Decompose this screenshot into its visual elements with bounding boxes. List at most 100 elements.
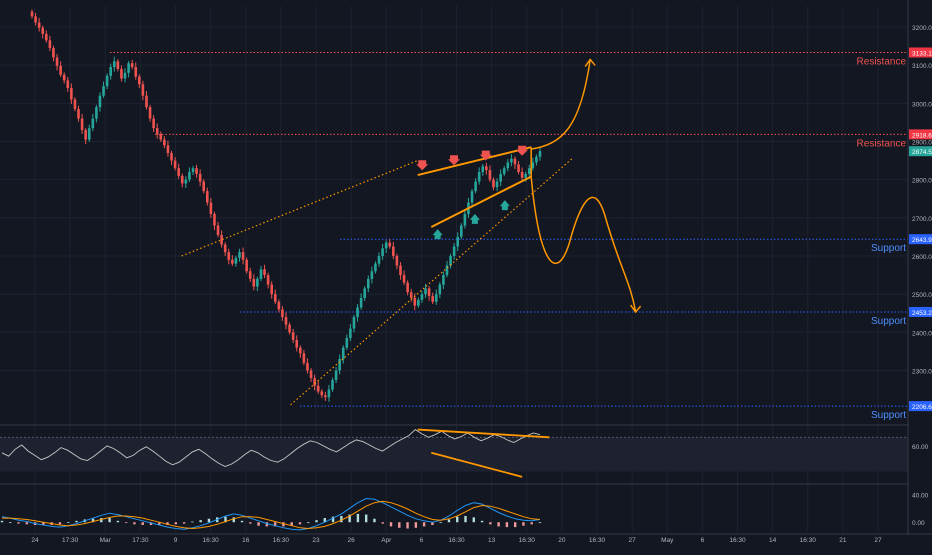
candle-down[interactable] xyxy=(163,139,166,146)
candle-down[interactable] xyxy=(263,269,266,276)
candle-down[interactable] xyxy=(45,33,48,41)
candle-up[interactable] xyxy=(531,162,535,169)
candle-up[interactable] xyxy=(95,107,98,119)
candle-down[interactable] xyxy=(41,27,45,34)
candle-up[interactable] xyxy=(345,338,349,348)
candle-down[interactable] xyxy=(202,181,206,192)
candle-down[interactable] xyxy=(313,378,316,386)
candle-up[interactable] xyxy=(377,255,381,264)
candle-up[interactable] xyxy=(98,95,102,108)
candlestick-series[interactable] xyxy=(30,9,542,402)
time-axis[interactable]: 24 17:30 Mar 17:30 9 16:30 16 16:30 23 26 Apr 6 16:3… xyxy=(0,533,932,544)
candle-down[interactable] xyxy=(34,16,37,23)
candle-down[interactable] xyxy=(152,118,155,129)
candle-up[interactable] xyxy=(331,380,334,390)
candle-up[interactable] xyxy=(341,347,345,360)
candle-up[interactable] xyxy=(363,288,367,298)
candle-up[interactable] xyxy=(123,72,127,79)
candle-up[interactable] xyxy=(510,158,513,163)
candle-down[interactable] xyxy=(513,158,517,165)
support-price-badge[interactable] xyxy=(909,306,932,317)
candle-up[interactable] xyxy=(384,242,388,249)
candle-down[interactable] xyxy=(309,370,313,379)
candle-down[interactable] xyxy=(388,242,392,247)
candle-up[interactable] xyxy=(442,275,445,285)
channel-upper-line[interactable] xyxy=(417,146,532,177)
macd-line[interactable] xyxy=(1,497,541,531)
candle-down[interactable] xyxy=(159,133,163,140)
trendline-upper-dotted[interactable] xyxy=(181,160,418,257)
candle-up[interactable] xyxy=(102,86,105,96)
candle-up[interactable] xyxy=(191,168,195,173)
candle-down[interactable] xyxy=(270,284,273,295)
candle-down[interactable] xyxy=(291,332,295,340)
candle-down[interactable] xyxy=(281,309,284,318)
candle-down[interactable] xyxy=(485,166,488,171)
candle-down[interactable] xyxy=(73,99,77,110)
candle-up[interactable] xyxy=(456,236,460,247)
candle-down[interactable] xyxy=(213,214,216,226)
candle-down[interactable] xyxy=(223,244,227,253)
rsi-divergence-lower[interactable] xyxy=(431,451,523,478)
candle-up[interactable] xyxy=(366,278,370,289)
candle-up[interactable] xyxy=(238,252,241,258)
candle-down[interactable] xyxy=(295,339,299,348)
candle-down[interactable] xyxy=(66,80,70,89)
candle-down[interactable] xyxy=(299,347,302,354)
candle-down[interactable] xyxy=(231,259,234,264)
candle-down[interactable] xyxy=(320,391,324,396)
candle-up[interactable] xyxy=(105,75,109,87)
candle-up[interactable] xyxy=(420,294,424,300)
candle-down[interactable] xyxy=(392,246,395,256)
candle-down[interactable] xyxy=(288,324,291,333)
candle-up[interactable] xyxy=(477,172,481,182)
candle-down[interactable] xyxy=(70,88,73,100)
candle-up[interactable] xyxy=(424,288,427,295)
candle-down[interactable] xyxy=(406,282,409,293)
support-price-badge[interactable] xyxy=(909,234,932,245)
candle-down[interactable] xyxy=(273,294,277,302)
candle-down[interactable] xyxy=(55,57,59,66)
candle-down[interactable] xyxy=(138,76,141,85)
candle-down[interactable] xyxy=(277,301,281,310)
candle-down[interactable] xyxy=(245,259,248,272)
candle-up[interactable] xyxy=(434,294,438,302)
candle-down[interactable] xyxy=(409,292,413,298)
resistance-price-badge[interactable] xyxy=(909,47,932,58)
candle-down[interactable] xyxy=(216,225,220,235)
candle-down[interactable] xyxy=(205,191,209,203)
candle-down[interactable] xyxy=(402,275,406,283)
candle-down[interactable] xyxy=(431,296,434,302)
candle-up[interactable] xyxy=(334,370,338,381)
candle-up[interactable] xyxy=(349,328,352,339)
candle-up[interactable] xyxy=(474,181,477,192)
candle-down[interactable] xyxy=(177,168,180,176)
candle-up[interactable] xyxy=(438,284,442,295)
price-axis[interactable]: 3200.00 3100.00 3000.00 2900.00 2800.00 2700.… xyxy=(907,0,932,550)
candle-up[interactable] xyxy=(527,168,531,174)
candle-up[interactable] xyxy=(352,317,356,329)
candle-down[interactable] xyxy=(48,40,52,48)
candle-up[interactable] xyxy=(356,307,359,318)
candle-down[interactable] xyxy=(59,65,62,75)
candle-down[interactable] xyxy=(266,275,270,285)
candle-down[interactable] xyxy=(180,175,184,184)
candle-up[interactable] xyxy=(381,248,384,256)
candle-down[interactable] xyxy=(241,252,245,260)
candle-down[interactable] xyxy=(37,22,41,28)
support-price-badge[interactable] xyxy=(909,401,932,412)
candle-up[interactable] xyxy=(184,179,188,184)
candle-up[interactable] xyxy=(502,168,506,174)
candle-up[interactable] xyxy=(359,297,363,308)
candle-up[interactable] xyxy=(234,257,238,264)
candle-up[interactable] xyxy=(112,61,116,68)
candle-up[interactable] xyxy=(506,162,510,169)
candle-down[interactable] xyxy=(148,107,152,119)
candle-up[interactable] xyxy=(459,225,463,237)
candle-up[interactable] xyxy=(87,128,91,140)
candle-up[interactable] xyxy=(535,156,538,163)
candle-down[interactable] xyxy=(84,130,87,140)
candle-up[interactable] xyxy=(452,246,456,256)
candle-up[interactable] xyxy=(481,166,485,173)
candle-up[interactable] xyxy=(370,271,374,279)
